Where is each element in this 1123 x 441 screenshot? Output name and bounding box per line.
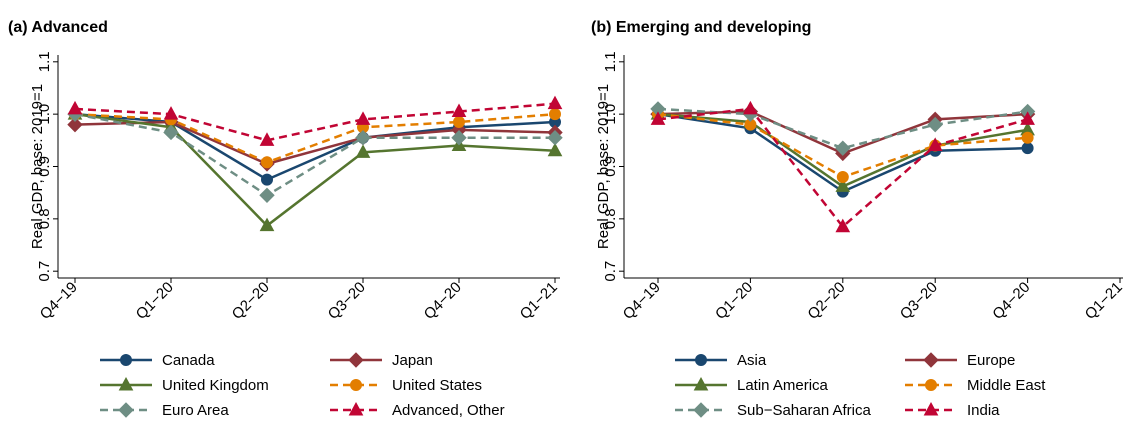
legend-marker <box>925 379 937 391</box>
legend-label: India <box>967 402 1000 419</box>
x-tick-label: Q4−19 <box>620 279 664 323</box>
legend-marker <box>350 379 362 391</box>
panel-title: (a) Advanced <box>8 19 108 36</box>
legend-label: Latin America <box>737 377 829 394</box>
series-line <box>74 102 556 142</box>
y-tick-label: 1.0 <box>36 104 53 125</box>
legend-label: Euro Area <box>162 402 229 419</box>
marker <box>355 111 371 125</box>
legend-label: Advanced, Other <box>392 402 505 419</box>
legend-marker <box>923 401 939 416</box>
marker <box>927 137 943 152</box>
legend-marker <box>120 354 132 366</box>
y-tick-label: 0.8 <box>602 208 619 229</box>
x-tick-label: Q1−20 <box>712 279 756 323</box>
x-tick-label: Q3−20 <box>897 279 941 323</box>
y-tick-label: 0.9 <box>36 156 53 177</box>
series-line <box>74 112 556 228</box>
marker <box>835 178 851 192</box>
x-tick-label: Q1−21 <box>1082 279 1123 323</box>
panel-title: (b) Emerging and developing <box>591 19 811 36</box>
series-line <box>657 107 1028 150</box>
marker <box>451 130 467 146</box>
marker <box>259 132 275 146</box>
y-tick-label: 1.0 <box>602 104 619 125</box>
legend-marker <box>118 402 134 418</box>
y-tick-label: 0.7 <box>36 261 53 282</box>
marker <box>650 111 666 125</box>
marker <box>355 130 371 146</box>
marker <box>1021 142 1034 155</box>
marker <box>163 106 179 120</box>
legend-marker <box>693 402 709 418</box>
marker <box>453 116 465 129</box>
legend-label: United Kingdom <box>162 377 269 394</box>
x-tick-label: Q1−21 <box>517 279 561 323</box>
marker <box>547 142 563 157</box>
y-tick-label: 1.1 <box>36 51 53 72</box>
legend-marker <box>923 352 939 368</box>
marker <box>261 156 273 169</box>
legend-label: Asia <box>737 352 767 369</box>
legend-label: Japan <box>392 352 433 369</box>
x-tick-label: Q2−20 <box>804 279 848 323</box>
marker <box>67 100 83 115</box>
legend-label: Canada <box>162 352 215 369</box>
marker <box>1020 111 1035 125</box>
y-tick-label: 0.8 <box>36 208 53 229</box>
y-axis-label: Real GDP, base: 2019=1 <box>595 84 612 249</box>
y-tick-label: 1.1 <box>602 51 619 72</box>
marker <box>927 116 943 133</box>
y-axis-label: Real GDP, base: 2019=1 <box>29 84 46 249</box>
marker <box>835 140 851 156</box>
x-tick-label: Q4−19 <box>37 279 81 323</box>
legend-marker <box>695 354 707 366</box>
marker <box>547 130 563 146</box>
series-line <box>74 112 556 164</box>
x-tick-label: Q1−20 <box>133 279 177 323</box>
marker <box>67 116 83 133</box>
y-tick-label: 0.9 <box>602 156 619 177</box>
marker <box>836 170 849 183</box>
y-tick-label: 0.7 <box>602 261 619 282</box>
x-tick-label: Q4−20 <box>421 279 465 323</box>
marker <box>743 100 758 115</box>
legend-label: Middle East <box>967 377 1046 394</box>
series-line <box>657 107 1028 229</box>
x-tick-label: Q3−20 <box>325 279 369 323</box>
marker <box>549 108 561 121</box>
legend-marker <box>118 376 134 391</box>
marker <box>259 187 275 203</box>
marker <box>547 95 563 110</box>
marker <box>259 217 275 232</box>
marker <box>451 103 467 118</box>
x-tick-label: Q2−20 <box>229 279 273 323</box>
legend-marker <box>348 401 364 416</box>
legend-label: United States <box>392 377 482 394</box>
legend-label: Sub−Saharan Africa <box>737 402 872 419</box>
marker <box>261 173 273 186</box>
marker <box>355 144 371 158</box>
marker <box>1021 131 1034 144</box>
legend-marker <box>693 376 709 391</box>
marker <box>835 218 851 233</box>
legend-marker <box>348 352 364 368</box>
x-tick-label: Q4−20 <box>989 279 1033 323</box>
legend-label: Europe <box>967 352 1015 369</box>
series-line <box>74 112 555 197</box>
marker <box>163 124 179 141</box>
series-line <box>74 120 556 166</box>
series-line <box>74 112 556 181</box>
